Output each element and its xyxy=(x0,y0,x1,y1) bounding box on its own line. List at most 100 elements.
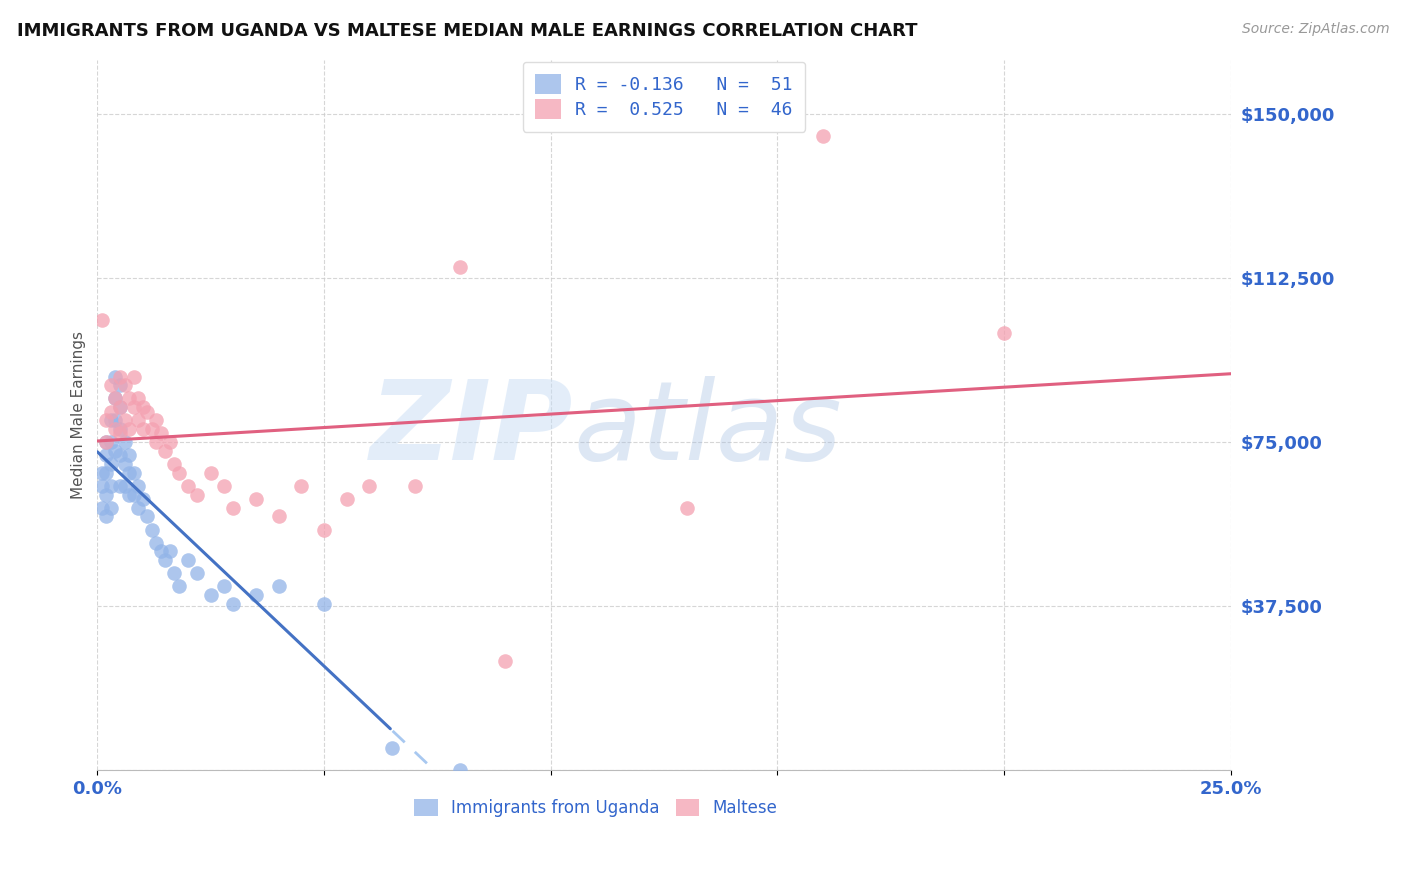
Point xyxy=(108,400,131,414)
Point xyxy=(96,435,118,450)
Point xyxy=(127,479,149,493)
Point xyxy=(90,466,112,480)
Point xyxy=(675,500,697,515)
Point xyxy=(104,443,127,458)
Point xyxy=(96,487,118,501)
Point xyxy=(118,392,141,406)
Legend: Immigrants from Uganda, Maltese: Immigrants from Uganda, Maltese xyxy=(406,791,786,826)
Point xyxy=(90,312,112,326)
Point xyxy=(108,378,131,392)
Point xyxy=(127,413,149,427)
Point xyxy=(167,579,190,593)
Point xyxy=(214,479,236,493)
Point xyxy=(100,479,122,493)
Point xyxy=(114,435,136,450)
Point xyxy=(155,553,177,567)
Point xyxy=(222,500,245,515)
Point xyxy=(494,654,516,668)
Point xyxy=(267,509,290,524)
Point xyxy=(122,487,145,501)
Y-axis label: Median Male Earnings: Median Male Earnings xyxy=(72,331,86,499)
Point xyxy=(100,378,122,392)
Point xyxy=(114,413,136,427)
Point xyxy=(104,392,127,406)
Point xyxy=(200,466,222,480)
Point xyxy=(159,435,181,450)
Point xyxy=(104,422,127,436)
Point xyxy=(186,566,208,581)
Point xyxy=(104,369,127,384)
Point xyxy=(96,448,118,462)
Point xyxy=(136,404,159,418)
Point xyxy=(141,523,163,537)
Point xyxy=(163,566,186,581)
Point xyxy=(108,448,131,462)
Point xyxy=(118,466,141,480)
Point xyxy=(131,422,153,436)
Point xyxy=(127,500,149,515)
Point xyxy=(993,326,1015,340)
Point xyxy=(96,509,118,524)
Point xyxy=(359,479,381,493)
Point xyxy=(108,426,131,441)
Point xyxy=(404,479,426,493)
Point xyxy=(149,426,172,441)
Point xyxy=(177,553,200,567)
Point xyxy=(159,544,181,558)
Point xyxy=(449,260,471,275)
Point xyxy=(100,413,122,427)
Point xyxy=(122,400,145,414)
Point xyxy=(96,435,118,450)
Text: ZIP: ZIP xyxy=(370,376,574,483)
Point xyxy=(127,392,149,406)
Point xyxy=(200,588,222,602)
Point xyxy=(131,400,153,414)
Point xyxy=(149,544,172,558)
Point xyxy=(114,479,136,493)
Point xyxy=(449,763,471,777)
Point xyxy=(114,378,136,392)
Point xyxy=(214,579,236,593)
Point xyxy=(100,404,122,418)
Point xyxy=(108,369,131,384)
Point xyxy=(108,479,131,493)
Point xyxy=(167,466,190,480)
Point xyxy=(118,448,141,462)
Point xyxy=(122,369,145,384)
Point xyxy=(118,422,141,436)
Point xyxy=(811,129,834,144)
Point xyxy=(186,487,208,501)
Point xyxy=(108,422,131,436)
Point xyxy=(90,500,112,515)
Point xyxy=(90,479,112,493)
Point xyxy=(381,741,404,756)
Point xyxy=(145,413,167,427)
Point xyxy=(222,597,245,611)
Point xyxy=(100,457,122,471)
Point xyxy=(114,457,136,471)
Point xyxy=(312,597,335,611)
Point xyxy=(163,457,186,471)
Point xyxy=(145,535,167,549)
Point xyxy=(100,435,122,450)
Text: atlas: atlas xyxy=(574,376,842,483)
Point xyxy=(104,392,127,406)
Point xyxy=(141,422,163,436)
Point xyxy=(290,479,312,493)
Point xyxy=(177,479,200,493)
Point xyxy=(108,400,131,414)
Point xyxy=(245,588,267,602)
Point xyxy=(100,500,122,515)
Point xyxy=(122,466,145,480)
Text: IMMIGRANTS FROM UGANDA VS MALTESE MEDIAN MALE EARNINGS CORRELATION CHART: IMMIGRANTS FROM UGANDA VS MALTESE MEDIAN… xyxy=(17,22,917,40)
Text: Source: ZipAtlas.com: Source: ZipAtlas.com xyxy=(1241,22,1389,37)
Point xyxy=(96,466,118,480)
Point xyxy=(245,491,267,506)
Point xyxy=(145,435,167,450)
Point xyxy=(118,487,141,501)
Point xyxy=(96,413,118,427)
Point xyxy=(136,509,159,524)
Point xyxy=(131,491,153,506)
Point xyxy=(267,579,290,593)
Point xyxy=(104,413,127,427)
